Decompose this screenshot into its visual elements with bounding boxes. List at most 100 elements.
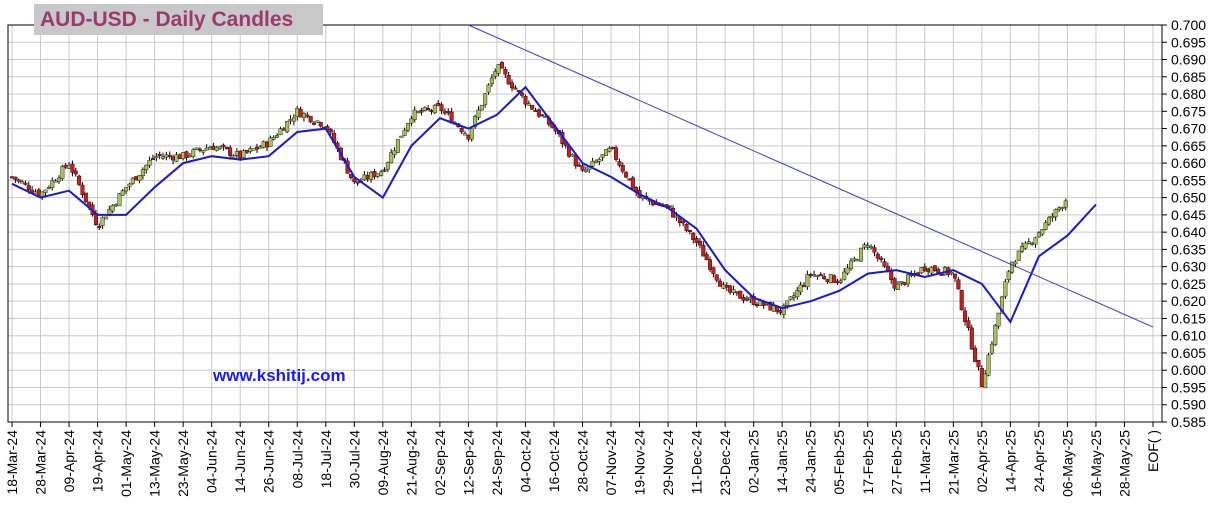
candle-body (815, 275, 820, 278)
y-tick-label: 0.610 (1171, 328, 1206, 344)
candle-body (848, 260, 853, 269)
candle-body (603, 149, 608, 156)
candle-body (412, 109, 417, 120)
x-tick-label: 09-Apr-24 (61, 430, 77, 492)
candle-body (214, 147, 219, 151)
y-tick-label: 0.690 (1171, 52, 1206, 68)
candle-body (399, 135, 404, 138)
candle-body (26, 185, 31, 191)
candle-body (13, 176, 18, 180)
candle-body (882, 261, 887, 267)
candle-body (1010, 261, 1015, 273)
candle-body (100, 216, 105, 226)
candle-body (812, 274, 817, 277)
candle-body (167, 154, 172, 157)
candle-body (892, 278, 897, 289)
candle-body (50, 180, 55, 188)
candle-body (308, 116, 313, 123)
candle-body (610, 146, 615, 149)
candle-body (285, 121, 290, 133)
candle-body (959, 290, 964, 311)
candle-body (530, 105, 535, 110)
candle-body (583, 169, 588, 172)
candle-body (828, 274, 833, 283)
x-tick-label: 24-Jan-25 (803, 430, 819, 493)
candle-body (238, 150, 243, 159)
x-tick-label: 02-Sep-24 (432, 430, 448, 496)
candle-body (808, 274, 813, 277)
candle-body (872, 247, 877, 253)
candle-body (389, 152, 394, 164)
x-tick-label: 11-Mar-25 (917, 430, 933, 494)
candle-body (409, 118, 414, 124)
candle-body (218, 146, 223, 149)
candle-body (499, 62, 504, 69)
candle-body (63, 164, 68, 168)
candle-body (382, 169, 387, 172)
candle-body (70, 163, 75, 173)
candle-body (607, 147, 612, 152)
candle-body (392, 150, 397, 155)
candle-body (194, 147, 199, 150)
candle-body (674, 215, 679, 218)
candle-body (174, 154, 179, 162)
candle-body (691, 232, 696, 240)
candle-body (748, 297, 753, 300)
candle-body (1053, 208, 1058, 218)
candle-body (369, 172, 374, 180)
candle-body (479, 104, 484, 111)
candle-body (248, 148, 253, 152)
candle-body (184, 151, 189, 158)
candle-body (949, 272, 954, 275)
candle-body (436, 102, 441, 106)
candle-body (503, 69, 508, 75)
candle-body (711, 267, 716, 274)
candle-body (177, 154, 182, 159)
candle-body (20, 181, 25, 184)
candle-body (590, 161, 595, 167)
candle-body (201, 150, 206, 153)
plot-border (7, 24, 1163, 423)
candle-body (577, 164, 582, 167)
candle-body (697, 240, 702, 246)
candle-body (667, 205, 672, 208)
candle-body (315, 120, 320, 123)
y-tick-label: 0.600 (1171, 362, 1206, 378)
y-tick-label: 0.585 (1171, 414, 1206, 430)
candle-body (842, 271, 847, 280)
candle-body (144, 164, 149, 171)
candle-body (899, 280, 904, 284)
candle-body (362, 174, 367, 181)
candle-body (244, 150, 249, 153)
candle-body (298, 108, 303, 118)
x-tick-label: 01-May-24 (118, 430, 134, 497)
candle-body (852, 258, 857, 261)
trendline (468, 24, 1154, 328)
candle-body (429, 110, 434, 112)
y-tick-label: 0.645 (1171, 207, 1206, 223)
candle-body (523, 96, 528, 105)
candle-body (385, 162, 390, 170)
candle-body (426, 108, 431, 111)
chart-title: AUD-USD - Daily Candles (34, 4, 323, 35)
candle-body (973, 347, 978, 362)
candle-body (33, 191, 38, 194)
candle-body (416, 111, 421, 114)
candle-body (778, 310, 783, 314)
x-tick-label: 24-Apr-25 (1031, 430, 1047, 492)
candle-body (87, 201, 92, 207)
candle-body (614, 147, 619, 160)
x-tick-label: 12-Sep-24 (460, 430, 476, 496)
candle-body (493, 71, 498, 77)
y-tick-label: 0.620 (1171, 293, 1206, 309)
candle-body (969, 327, 974, 350)
candle-body (1023, 242, 1028, 249)
candle-body (845, 267, 850, 274)
x-tick-label: 02-Jan-25 (746, 430, 762, 493)
candle-body (976, 360, 981, 368)
candle-body (1033, 237, 1038, 245)
y-tick-label: 0.590 (1171, 397, 1206, 413)
candle-body (77, 175, 82, 185)
candle-body (117, 193, 122, 207)
candle-body (929, 267, 934, 274)
